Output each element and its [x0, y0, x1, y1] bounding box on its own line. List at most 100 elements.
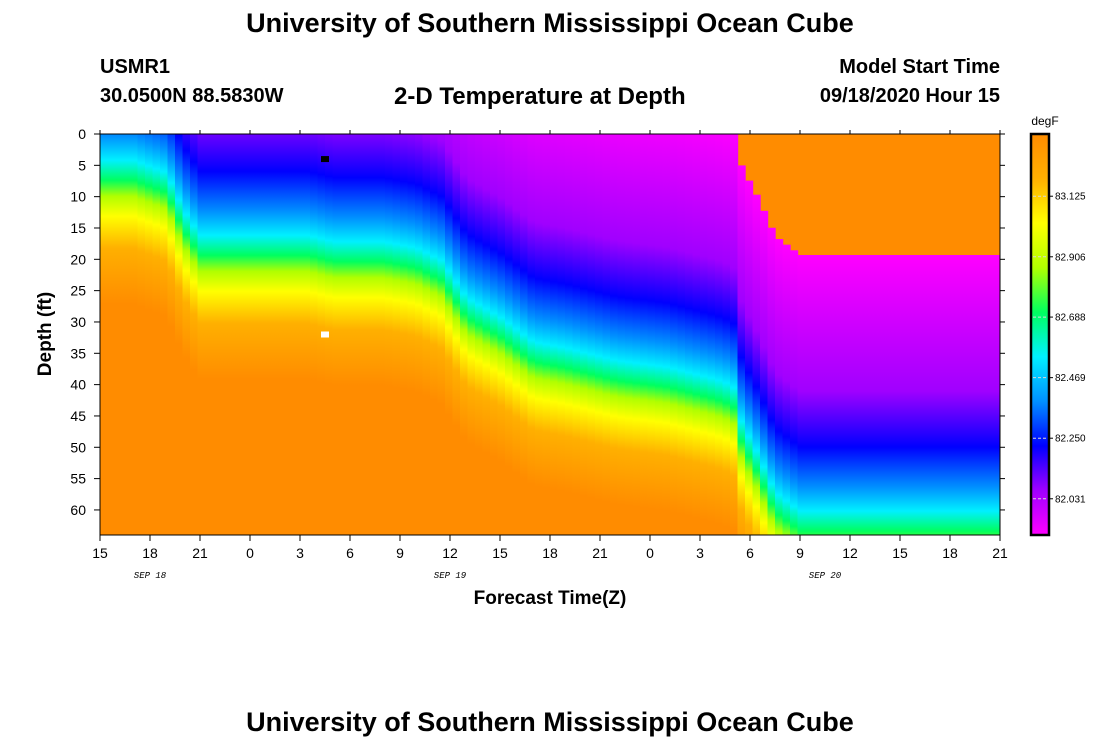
heatmap-column — [655, 134, 664, 510]
heatmap-column — [587, 134, 596, 499]
y-tick-label: 40 — [70, 377, 86, 393]
heatmap-column — [925, 255, 934, 535]
x-tick-label: 0 — [246, 545, 254, 561]
x-tick-label: 15 — [92, 545, 108, 561]
heatmap-column — [535, 134, 544, 487]
heatmap-column — [332, 134, 341, 386]
x-tick-label: 9 — [796, 545, 804, 561]
y-tick-label: 5 — [78, 157, 86, 173]
heatmap-column — [310, 134, 319, 381]
heatmap-column — [467, 134, 476, 445]
heatmap-column — [265, 134, 274, 380]
heatmap-column — [602, 134, 611, 503]
heatmap-column — [280, 134, 289, 380]
heatmap-column — [745, 180, 754, 535]
colorbar-label: 82.250 — [1055, 434, 1086, 445]
heatmap-column — [497, 134, 506, 462]
heatmap-column — [730, 134, 739, 532]
heatmap-column — [752, 194, 761, 535]
heatmap-column — [482, 134, 491, 454]
page-title: University of Southern Mississippi Ocean… — [246, 8, 854, 38]
heatmap-column — [422, 134, 431, 397]
heatmap-column — [145, 134, 154, 310]
heatmap-column — [160, 134, 169, 316]
colorbar-unit: degF — [1031, 114, 1058, 128]
heatmap-column — [767, 227, 776, 535]
heatmap-column — [610, 134, 619, 504]
x-tick-label: 6 — [746, 545, 754, 561]
heatmap-column — [137, 134, 146, 308]
heatmap-column — [392, 134, 401, 389]
heatmap-column — [242, 134, 251, 380]
heatmap-column — [917, 255, 926, 535]
y-tick-label: 0 — [78, 126, 86, 142]
colorbar-label: 82.031 — [1055, 494, 1086, 505]
y-tick-label: 30 — [70, 314, 86, 330]
x-tick-label: 9 — [396, 545, 404, 561]
heatmap-column — [865, 255, 874, 535]
heatmap-column — [302, 134, 311, 380]
heatmap-column — [347, 134, 356, 386]
heatmap-column — [325, 134, 334, 385]
heatmap-column — [212, 134, 221, 380]
colorbar-label: 83.125 — [1055, 192, 1086, 203]
x-tick-label: 0 — [646, 545, 654, 561]
colorbar-label: 82.688 — [1055, 313, 1086, 324]
x-tick-label: 18 — [142, 545, 158, 561]
heatmap-column — [820, 255, 829, 535]
station-id: USMR1 — [100, 56, 171, 78]
x-tick-label: 6 — [346, 545, 354, 561]
heatmap-column — [452, 134, 461, 427]
heatmap-column — [227, 134, 236, 380]
colorbar — [1029, 132, 1051, 537]
model-start-value: 09/18/2020 Hour 15 — [819, 85, 1000, 107]
heatmap-column — [617, 134, 626, 506]
heatmap-column — [662, 134, 671, 511]
heatmap-column — [415, 134, 424, 393]
heatmap-column — [977, 255, 986, 535]
heatmap-column — [835, 255, 844, 535]
y-tick-label: 45 — [70, 408, 86, 424]
y-axis-label: Depth (ft) — [35, 292, 56, 376]
heatmap-column — [940, 255, 949, 535]
x-tick-label: 21 — [592, 545, 608, 561]
heatmap-column — [445, 134, 454, 416]
heatmap-column — [557, 134, 566, 492]
heatmap-column — [197, 134, 206, 380]
heatmap-column — [857, 255, 866, 535]
x-tick-label: 18 — [942, 545, 958, 561]
heatmap-column — [400, 134, 409, 390]
colorbar-label: 82.469 — [1055, 373, 1086, 384]
heatmap-column — [362, 134, 371, 386]
heatmap-column — [895, 255, 904, 535]
heatmap-column — [205, 134, 214, 380]
temperature-chart: 15 18 21 0 3 6 9 12 15 18 21 0 3 6 9 12 15 18 21 0 5 10 15 20 2… — [35, 114, 1086, 609]
x-tick-label: 15 — [892, 545, 908, 561]
heatmap-column — [565, 134, 574, 493]
x-tick-label: 21 — [192, 545, 208, 561]
heatmap-column — [235, 134, 244, 380]
heatmap-column — [790, 250, 799, 535]
heatmap-column — [775, 239, 784, 535]
heatmap-column — [797, 255, 806, 535]
heatmap-column — [985, 255, 994, 535]
heatmap-column — [437, 134, 446, 405]
heatmap-column — [670, 134, 679, 513]
heatmap-column — [902, 255, 911, 535]
heatmap-column — [107, 134, 116, 305]
heatmap-column — [295, 134, 304, 380]
heatmap-column — [152, 134, 161, 313]
x-tick-label: 3 — [696, 545, 704, 561]
heatmap-column — [460, 134, 469, 438]
heatmap-column — [122, 134, 131, 305]
heatmap-column — [595, 134, 604, 501]
heatmap-column — [947, 255, 956, 535]
heatmap-column — [782, 244, 791, 535]
date-label: SEP 18 — [134, 571, 167, 581]
heatmap-column — [812, 255, 821, 535]
heatmap-column — [550, 134, 559, 490]
heatmap-column — [580, 134, 589, 497]
heatmap-column — [167, 134, 176, 327]
heatmap-column — [707, 134, 716, 523]
heatmap-column — [272, 134, 281, 380]
